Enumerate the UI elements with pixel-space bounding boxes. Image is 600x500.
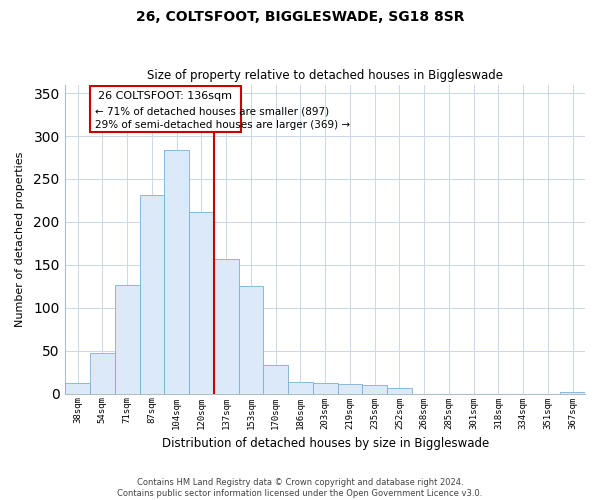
Bar xyxy=(90,86,241,132)
Title: Size of property relative to detached houses in Biggleswade: Size of property relative to detached ho… xyxy=(147,69,503,82)
Text: Contains HM Land Registry data © Crown copyright and database right 2024.
Contai: Contains HM Land Registry data © Crown c… xyxy=(118,478,482,498)
Text: 29% of semi-detached houses are larger (369) →: 29% of semi-detached houses are larger (… xyxy=(95,120,350,130)
Bar xyxy=(239,286,263,394)
Text: 26, COLTSFOOT, BIGGLESWADE, SG18 8SR: 26, COLTSFOOT, BIGGLESWADE, SG18 8SR xyxy=(136,10,464,24)
Bar xyxy=(387,388,412,394)
Bar xyxy=(362,385,387,394)
X-axis label: Distribution of detached houses by size in Biggleswade: Distribution of detached houses by size … xyxy=(161,437,489,450)
Bar xyxy=(140,196,164,394)
Bar xyxy=(189,212,214,394)
Bar xyxy=(214,259,239,394)
Y-axis label: Number of detached properties: Number of detached properties xyxy=(15,152,25,327)
Bar xyxy=(313,384,338,394)
Bar xyxy=(90,354,115,394)
Bar xyxy=(115,284,140,394)
Text: 26 COLTSFOOT: 136sqm: 26 COLTSFOOT: 136sqm xyxy=(98,92,232,102)
Bar xyxy=(164,150,189,394)
Bar xyxy=(288,382,313,394)
Bar xyxy=(65,384,90,394)
Text: ← 71% of detached houses are smaller (897): ← 71% of detached houses are smaller (89… xyxy=(95,106,329,116)
Bar xyxy=(263,366,288,394)
Bar xyxy=(338,384,362,394)
Bar xyxy=(560,392,585,394)
